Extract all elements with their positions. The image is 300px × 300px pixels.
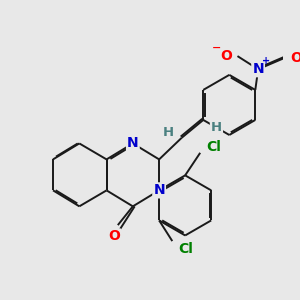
Text: H: H — [211, 121, 222, 134]
Text: Cl: Cl — [206, 140, 221, 154]
Text: N: N — [153, 183, 165, 197]
Text: H: H — [163, 126, 174, 139]
Text: +: + — [262, 56, 270, 66]
Text: O: O — [220, 49, 232, 63]
Text: N: N — [127, 136, 139, 150]
Text: N: N — [252, 62, 264, 76]
Text: O: O — [108, 230, 120, 243]
Text: −: − — [212, 43, 221, 53]
Text: Cl: Cl — [178, 242, 193, 256]
Text: O: O — [290, 51, 300, 65]
